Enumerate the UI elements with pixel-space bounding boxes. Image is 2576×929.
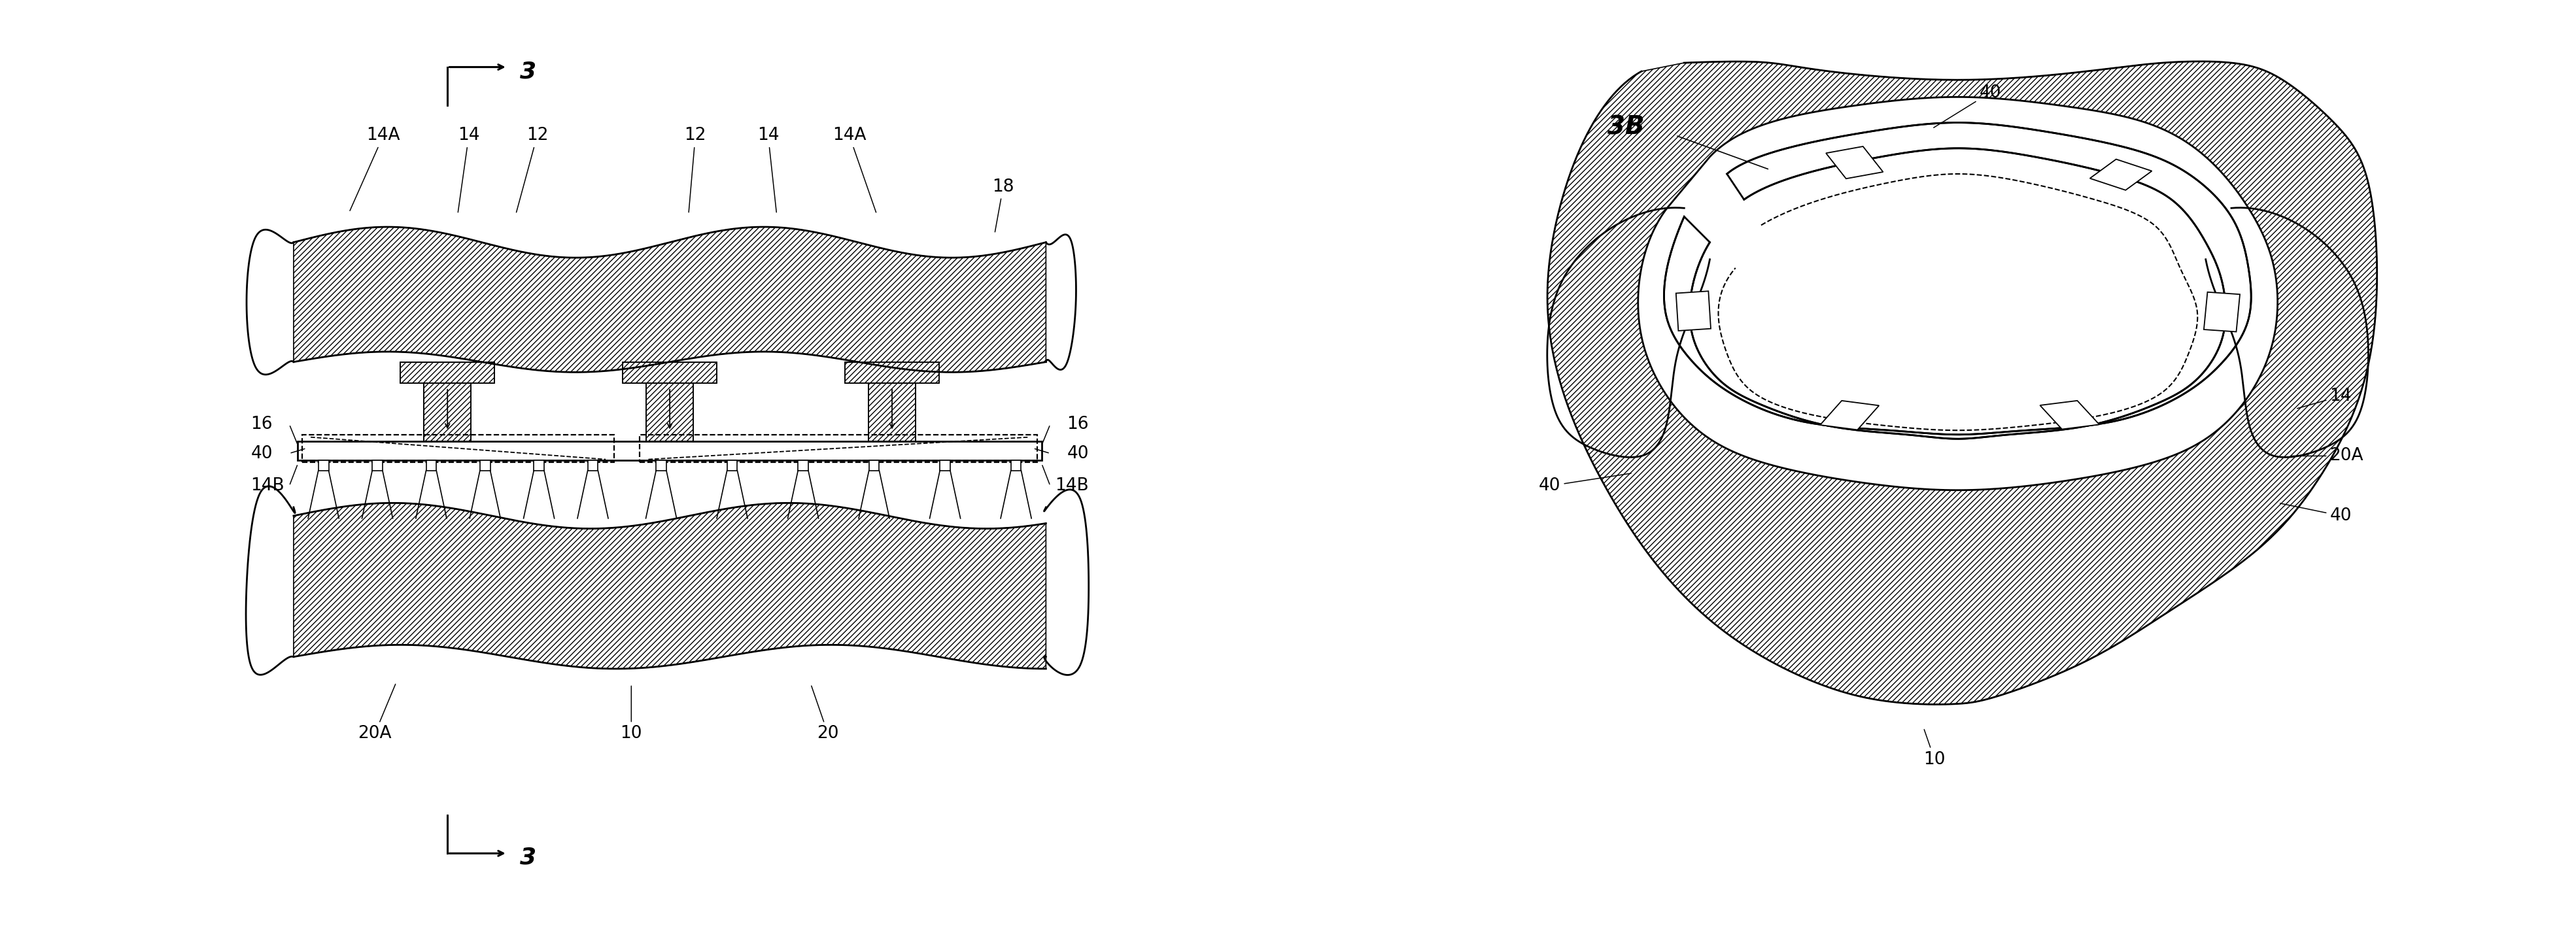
Bar	[647, 384, 693, 441]
Bar	[623, 362, 716, 384]
Bar	[726, 460, 737, 470]
Polygon shape	[2089, 159, 2151, 190]
Bar	[1010, 460, 1020, 470]
Text: 40: 40	[1066, 445, 1090, 462]
Polygon shape	[1826, 147, 1883, 178]
Bar	[845, 362, 940, 384]
Text: 10: 10	[621, 686, 641, 742]
Bar	[533, 460, 544, 470]
Text: 40: 40	[1935, 85, 2002, 127]
Bar	[425, 384, 471, 441]
Text: 40: 40	[250, 445, 273, 462]
Polygon shape	[1664, 123, 2251, 438]
Bar	[299, 441, 1041, 460]
Bar	[868, 460, 878, 470]
Polygon shape	[1677, 291, 1710, 331]
Bar	[940, 460, 951, 470]
Text: 20A: 20A	[2290, 448, 2362, 464]
Text: 16: 16	[250, 416, 273, 433]
Text: 3: 3	[520, 846, 536, 869]
Text: 14B: 14B	[1056, 478, 1090, 494]
Text: 20: 20	[811, 686, 840, 742]
Polygon shape	[2205, 292, 2241, 332]
Text: 14A: 14A	[350, 127, 399, 211]
Text: 12: 12	[685, 127, 706, 212]
Bar	[319, 460, 330, 470]
Text: 40: 40	[2280, 504, 2352, 524]
Text: 14A: 14A	[832, 127, 876, 213]
Bar	[639, 435, 1038, 462]
Text: 18: 18	[992, 178, 1015, 232]
Polygon shape	[294, 503, 1046, 669]
Text: 3: 3	[520, 60, 536, 83]
Polygon shape	[1638, 97, 2277, 491]
Bar	[425, 384, 471, 441]
Bar	[868, 384, 914, 441]
Text: 12: 12	[515, 127, 549, 213]
Bar	[868, 384, 914, 441]
Bar	[374, 460, 381, 470]
Text: 3B: 3B	[1607, 114, 1643, 139]
Text: 40: 40	[1538, 473, 1631, 494]
Bar	[301, 435, 613, 462]
Bar	[647, 384, 693, 441]
Polygon shape	[2040, 400, 2099, 429]
Bar	[399, 362, 495, 384]
Bar	[657, 460, 667, 470]
Bar	[479, 460, 489, 470]
Polygon shape	[1548, 61, 2378, 704]
Bar	[587, 460, 598, 470]
Bar	[799, 460, 809, 470]
Bar	[425, 460, 435, 470]
Bar	[845, 362, 940, 384]
Text: 20A: 20A	[358, 684, 397, 742]
Text: 14: 14	[459, 127, 479, 213]
Polygon shape	[294, 227, 1046, 373]
Text: 14: 14	[757, 127, 778, 212]
Bar	[623, 362, 716, 384]
Text: 16: 16	[1066, 416, 1090, 433]
Polygon shape	[1821, 400, 1878, 430]
Bar	[399, 362, 495, 384]
Text: 14: 14	[2298, 387, 2352, 409]
Text: 10: 10	[1924, 729, 1945, 768]
Text: 14B: 14B	[250, 478, 283, 494]
